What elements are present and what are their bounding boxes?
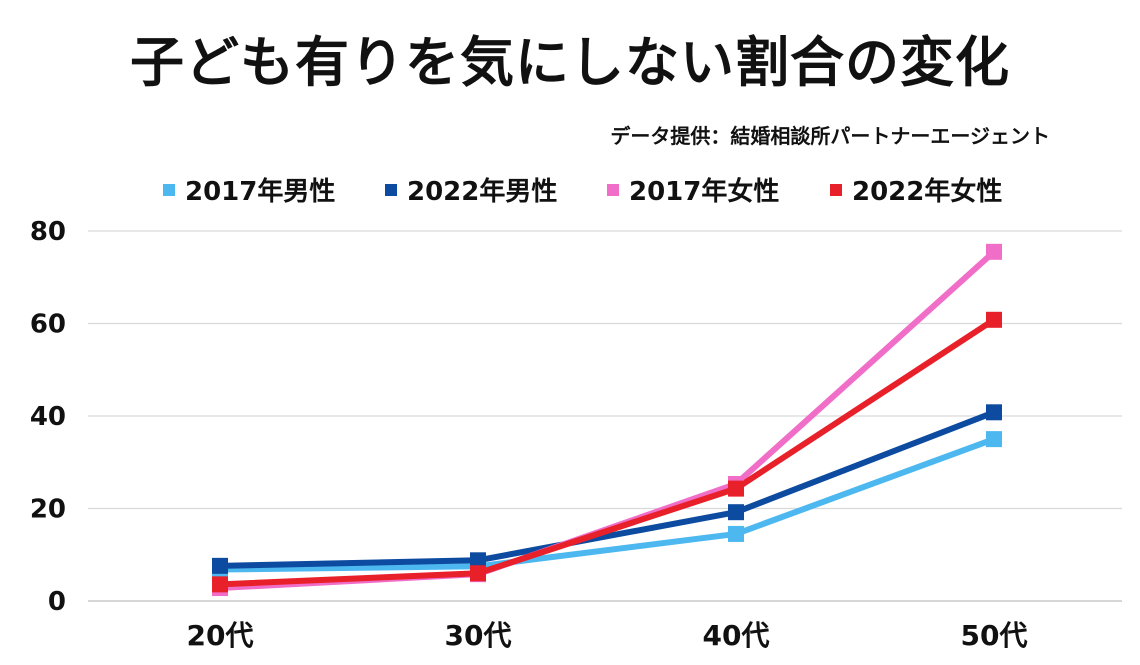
legend-label: 2022年女性 bbox=[852, 176, 1002, 207]
data-point-marker bbox=[986, 431, 1002, 448]
series-line bbox=[217, 436, 997, 573]
legend-swatch bbox=[830, 184, 842, 196]
series-markers bbox=[212, 243, 1002, 597]
data-source-note: データ提供：結婚相談所パートナーエージェント bbox=[610, 124, 1050, 148]
y-tick-label: 40 bbox=[30, 402, 66, 432]
data-point-marker bbox=[986, 311, 1002, 328]
x-tick-label: 30代 bbox=[445, 619, 512, 652]
data-point-marker bbox=[986, 243, 1002, 260]
x-axis: 20代 30代 40代 50代 bbox=[187, 619, 1028, 652]
series-line bbox=[217, 409, 997, 569]
data-point-marker bbox=[212, 576, 228, 593]
y-axis: 0 20 40 60 80 bbox=[30, 217, 66, 617]
series-line bbox=[217, 316, 997, 588]
data-point-marker bbox=[986, 404, 1002, 421]
y-tick-label: 0 bbox=[48, 587, 66, 617]
y-tick-label: 20 bbox=[30, 495, 66, 525]
x-tick-label: 50代 bbox=[961, 619, 1028, 652]
data-point-marker bbox=[728, 480, 744, 497]
data-point-marker bbox=[212, 557, 228, 574]
x-tick-label: 20代 bbox=[187, 619, 254, 652]
gridlines bbox=[88, 230, 1122, 602]
series-lines bbox=[217, 248, 997, 592]
legend-swatch bbox=[385, 184, 397, 196]
legend-label: 2017年男性 bbox=[185, 176, 335, 207]
data-point-marker bbox=[728, 525, 744, 542]
legend: 2017年男性 2022年男性 2017年女性 2022年女性 bbox=[163, 176, 1002, 207]
legend-swatch bbox=[607, 184, 619, 196]
y-tick-label: 80 bbox=[30, 217, 66, 247]
x-tick-label: 40代 bbox=[703, 619, 770, 652]
chart-title: 子ども有りを気にしない割合の変化 bbox=[130, 31, 1010, 94]
legend-label: 2017年女性 bbox=[629, 176, 779, 207]
data-point-marker bbox=[470, 552, 486, 569]
data-point-marker bbox=[728, 504, 744, 521]
legend-swatch bbox=[163, 184, 175, 196]
legend-label: 2022年男性 bbox=[407, 176, 557, 207]
data-point-marker bbox=[470, 565, 486, 582]
y-tick-label: 60 bbox=[30, 310, 66, 340]
